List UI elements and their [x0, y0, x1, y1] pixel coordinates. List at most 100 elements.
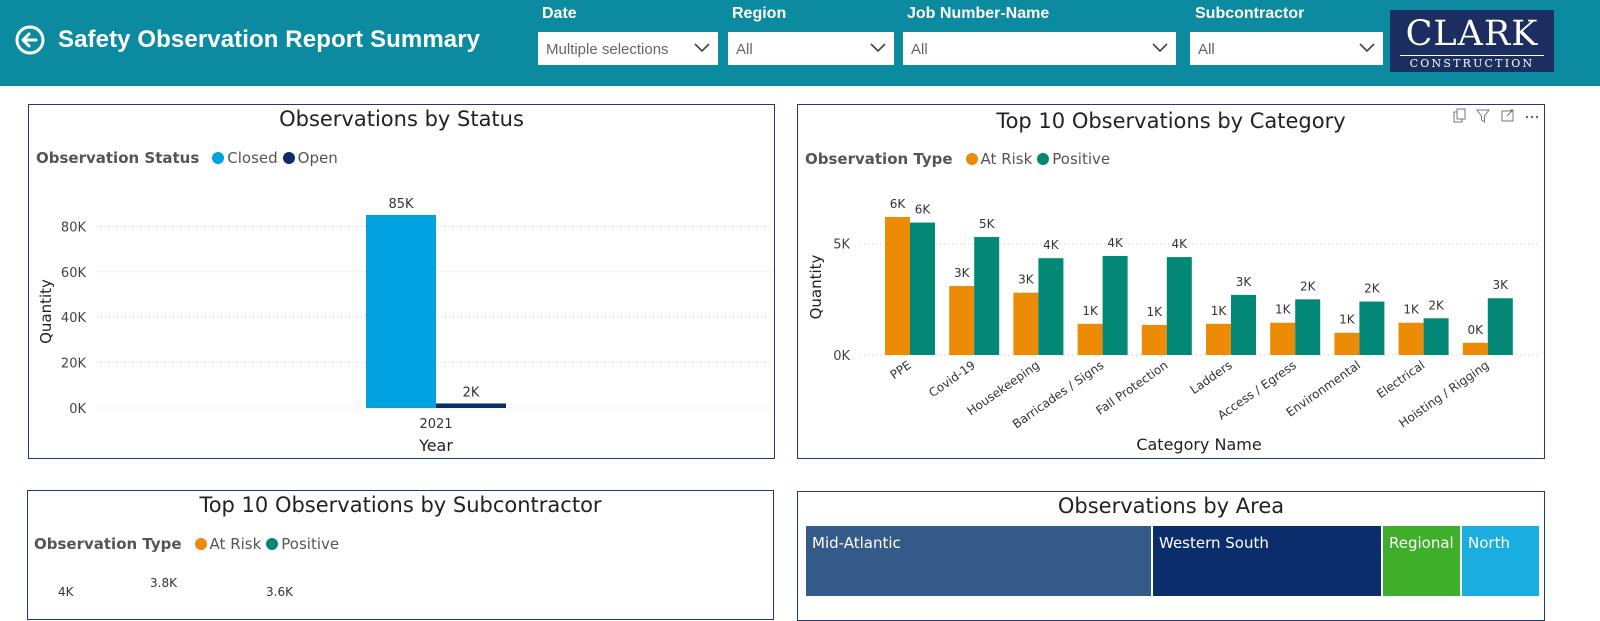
category-bar-positive[interactable] [1166, 257, 1192, 355]
report-header-bar: Safety Observation Report Summary Date M… [0, 0, 1600, 86]
status-chart-panel[interactable]: Observations by Status Observation Statu… [28, 104, 775, 459]
legend-title: Observation Status [36, 149, 200, 167]
x-tick-label: Ladders [1187, 358, 1234, 397]
category-bar-at-risk[interactable] [1206, 323, 1231, 355]
more-options-icon[interactable] [1525, 115, 1539, 119]
category-bar-at-risk[interactable] [1398, 322, 1424, 355]
job-filter-label: Job Number-Name [907, 5, 1050, 22]
legend-title: Observation Type [805, 150, 953, 168]
category-bar-at-risk[interactable] [1077, 323, 1103, 355]
treemap-tile-regional[interactable]: Regional [1383, 526, 1460, 596]
category-chart-panel[interactable]: Top 10 Observations by Category Observat… [797, 104, 1545, 459]
category-chart-title: Top 10 Observations by Category [996, 109, 1346, 133]
job-filter-value: All [911, 41, 928, 58]
date-filter-label: Date [542, 5, 577, 22]
category-bar-positive[interactable] [1423, 318, 1449, 355]
legend-dot-closed [212, 152, 225, 164]
area-treemap-title: Observations by Area [1057, 494, 1285, 518]
category-bar-positive[interactable] [974, 237, 1000, 355]
data-label: 1K [1147, 305, 1164, 319]
subcontractor-chart-title: Top 10 Observations by Subcontractor [199, 493, 602, 517]
subcontractor-filter-dropdown[interactable]: All [1190, 32, 1383, 65]
focus-mode-icon[interactable] [1501, 109, 1514, 122]
data-label: 3.6K [266, 585, 294, 599]
data-label: 4K [1172, 237, 1189, 251]
region-filter-value: All [736, 41, 753, 58]
category-bar-at-risk[interactable] [1270, 322, 1296, 355]
y-tick-label: 40K [61, 311, 87, 326]
data-label: 6K [915, 203, 932, 217]
treemap-tile-mid-atlantic[interactable]: Mid-Atlantic [806, 526, 1151, 596]
category-bar-positive[interactable] [1359, 301, 1385, 355]
data-label: 3.8K [150, 576, 178, 590]
subcontractor-chart-legend: Observation Type At Risk Positive [34, 535, 339, 553]
legend-dot-open [282, 152, 295, 164]
chevron-down-icon [870, 43, 886, 53]
data-label: 0K [1468, 323, 1485, 337]
status-chart-legend: Observation Status Closed Open [36, 149, 338, 167]
filter-icon[interactable] [1476, 109, 1490, 123]
category-bar-positive[interactable] [1487, 298, 1513, 355]
legend-item-closed[interactable]: Closed [227, 149, 278, 167]
status-bar-open[interactable] [436, 403, 506, 408]
data-label: 3K [1236, 275, 1253, 289]
region-filter-label: Region [732, 5, 787, 22]
status-bar-chart: 0K 20K 40K 60K 80K Quantity 85K 2K 2021 Year [37, 197, 771, 455]
legend-item-at-risk[interactable]: At Risk [209, 535, 262, 553]
y-axis-title: Quantity [807, 254, 825, 319]
legend-item-positive[interactable]: Positive [1052, 150, 1111, 168]
category-bar-positive[interactable] [910, 222, 935, 355]
category-chart-legend: Observation Type At Risk Positive [805, 150, 1110, 168]
legend-item-at-risk[interactable]: At Risk [980, 150, 1033, 168]
data-label: 1K [1403, 303, 1420, 317]
category-bar-at-risk[interactable] [1462, 342, 1488, 355]
x-axis-title: Year [418, 436, 453, 455]
visual-header-icons [1452, 108, 1542, 128]
data-label: 2K [1428, 298, 1445, 312]
date-filter-value: Multiple selections [546, 41, 669, 58]
copy-icon[interactable] [1453, 108, 1466, 123]
category-bar-positive[interactable] [1102, 255, 1128, 355]
back-arrow-icon[interactable] [15, 25, 45, 55]
chevron-down-icon [1152, 43, 1168, 53]
y-tick-label: 60K [61, 266, 87, 281]
logo-subtext: CONSTRUCTION [1409, 57, 1535, 70]
job-filter-dropdown[interactable]: All [903, 32, 1176, 65]
legend-dot-at-risk [965, 153, 978, 165]
data-label: 2K [1364, 282, 1381, 296]
category-bar-at-risk[interactable] [1141, 324, 1167, 355]
legend-dot-positive [266, 538, 279, 550]
x-tick-label: 2021 [419, 417, 452, 432]
category-bar-positive[interactable] [1295, 299, 1321, 355]
y-axis-title: Quantity [37, 279, 55, 344]
x-tick-label: Covid-19 [926, 358, 978, 400]
status-bar-closed[interactable] [366, 215, 436, 408]
legend-title: Observation Type [34, 535, 182, 553]
x-tick-label: Electrical [1374, 358, 1427, 401]
data-label: 3K [1493, 278, 1510, 292]
category-bar-at-risk[interactable] [949, 286, 975, 355]
category-bar-at-risk[interactable] [1334, 332, 1360, 355]
tile-label: Mid-Atlantic [812, 534, 901, 552]
treemap-tile-north[interactable]: North [1462, 526, 1539, 596]
category-bar-positive[interactable] [1038, 258, 1064, 355]
category-bar-at-risk[interactable] [885, 217, 910, 355]
data-label: 3K [954, 266, 971, 280]
tile-label: North [1468, 534, 1510, 552]
company-logo: CLARK CONSTRUCTION [1390, 10, 1554, 72]
subcontractor-chart-panel[interactable]: Top 10 Observations by Subcontractor Obs… [27, 490, 774, 620]
y-tick-label: 0K [833, 349, 850, 364]
legend-item-positive[interactable]: Positive [281, 535, 340, 553]
x-tick-label: Fall Protection [1093, 358, 1170, 418]
x-tick-label: PPE [888, 358, 914, 382]
region-filter-dropdown[interactable]: All [728, 32, 894, 65]
treemap-tile-western-south[interactable]: Western South [1153, 526, 1381, 596]
data-label: 5K [979, 217, 996, 231]
category-bar-at-risk[interactable] [1013, 292, 1039, 355]
legend-item-open[interactable]: Open [297, 149, 338, 167]
date-filter-dropdown[interactable]: Multiple selections [538, 32, 718, 65]
data-label: 6K [890, 197, 907, 211]
y-tick-label: 4K [58, 585, 75, 599]
category-bar-positive[interactable] [1231, 294, 1256, 355]
